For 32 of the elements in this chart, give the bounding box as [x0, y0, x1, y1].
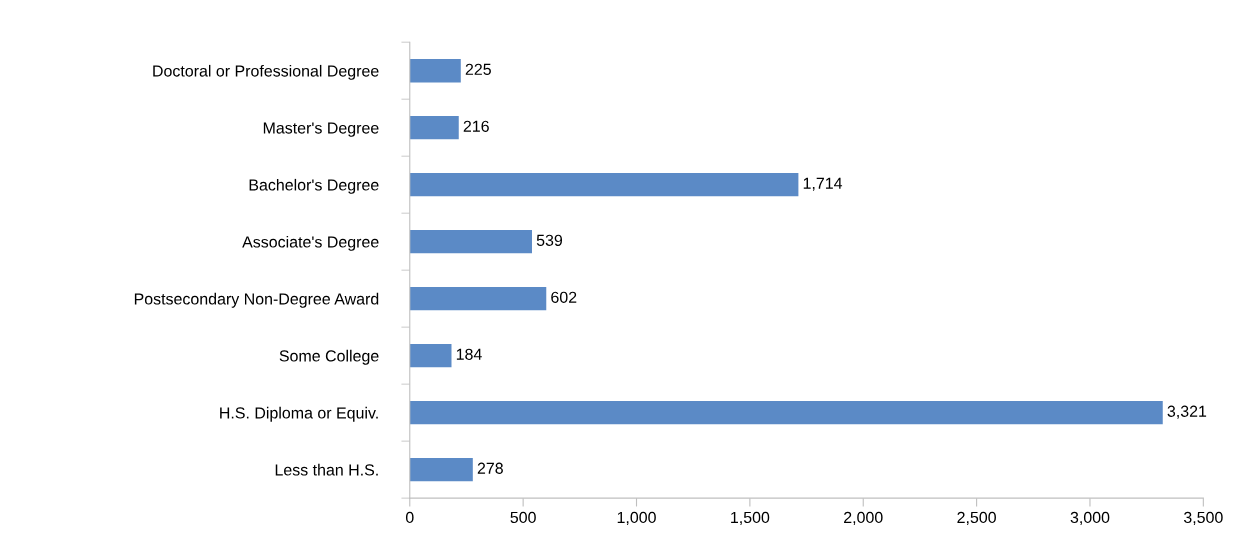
- y-tick-label: Bachelor's Degree: [249, 178, 379, 194]
- x-tick-label: 0: [405, 511, 414, 524]
- x-tick-label: 3,500: [1183, 511, 1223, 525]
- x-tick-label: 1,000: [617, 511, 656, 525]
- y-tick-label: Postsecondary Non-Degree Award: [134, 292, 379, 308]
- data-label: 3,321: [1167, 405, 1207, 419]
- y-tick-label: Less than H.S.: [275, 463, 378, 476]
- x-tick-label: 500: [510, 511, 536, 524]
- data-label: 184: [456, 348, 482, 360]
- data-label: 602: [551, 291, 577, 303]
- x-tick-label: 3,000: [1070, 511, 1110, 525]
- bar: [409, 457, 473, 482]
- bar: [409, 116, 459, 140]
- y-tick-label: Some College: [279, 349, 379, 365]
- data-label: 216: [463, 120, 489, 132]
- data-label: 539: [536, 234, 563, 246]
- y-tick-label: Master's Degree: [263, 122, 379, 137]
- y-tick-label: Doctoral or Professional Degree: [153, 64, 379, 80]
- bar: [409, 59, 461, 83]
- bar: [409, 172, 799, 197]
- data-label: 1,714: [803, 177, 843, 191]
- data-label: 278: [477, 462, 503, 474]
- bar: [409, 286, 547, 311]
- x-tick-label: 2,500: [957, 511, 996, 525]
- y-tick-label: H.S. Diploma or Equiv.: [220, 406, 378, 422]
- bar: [409, 400, 1163, 425]
- data-label: 225: [465, 63, 491, 75]
- bar: [409, 343, 452, 368]
- x-tick-label: 2,000: [844, 511, 883, 525]
- x-tick-label: 1,500: [731, 511, 770, 525]
- bar: [409, 229, 532, 254]
- y-tick-label: Associate's Degree: [242, 235, 379, 251]
